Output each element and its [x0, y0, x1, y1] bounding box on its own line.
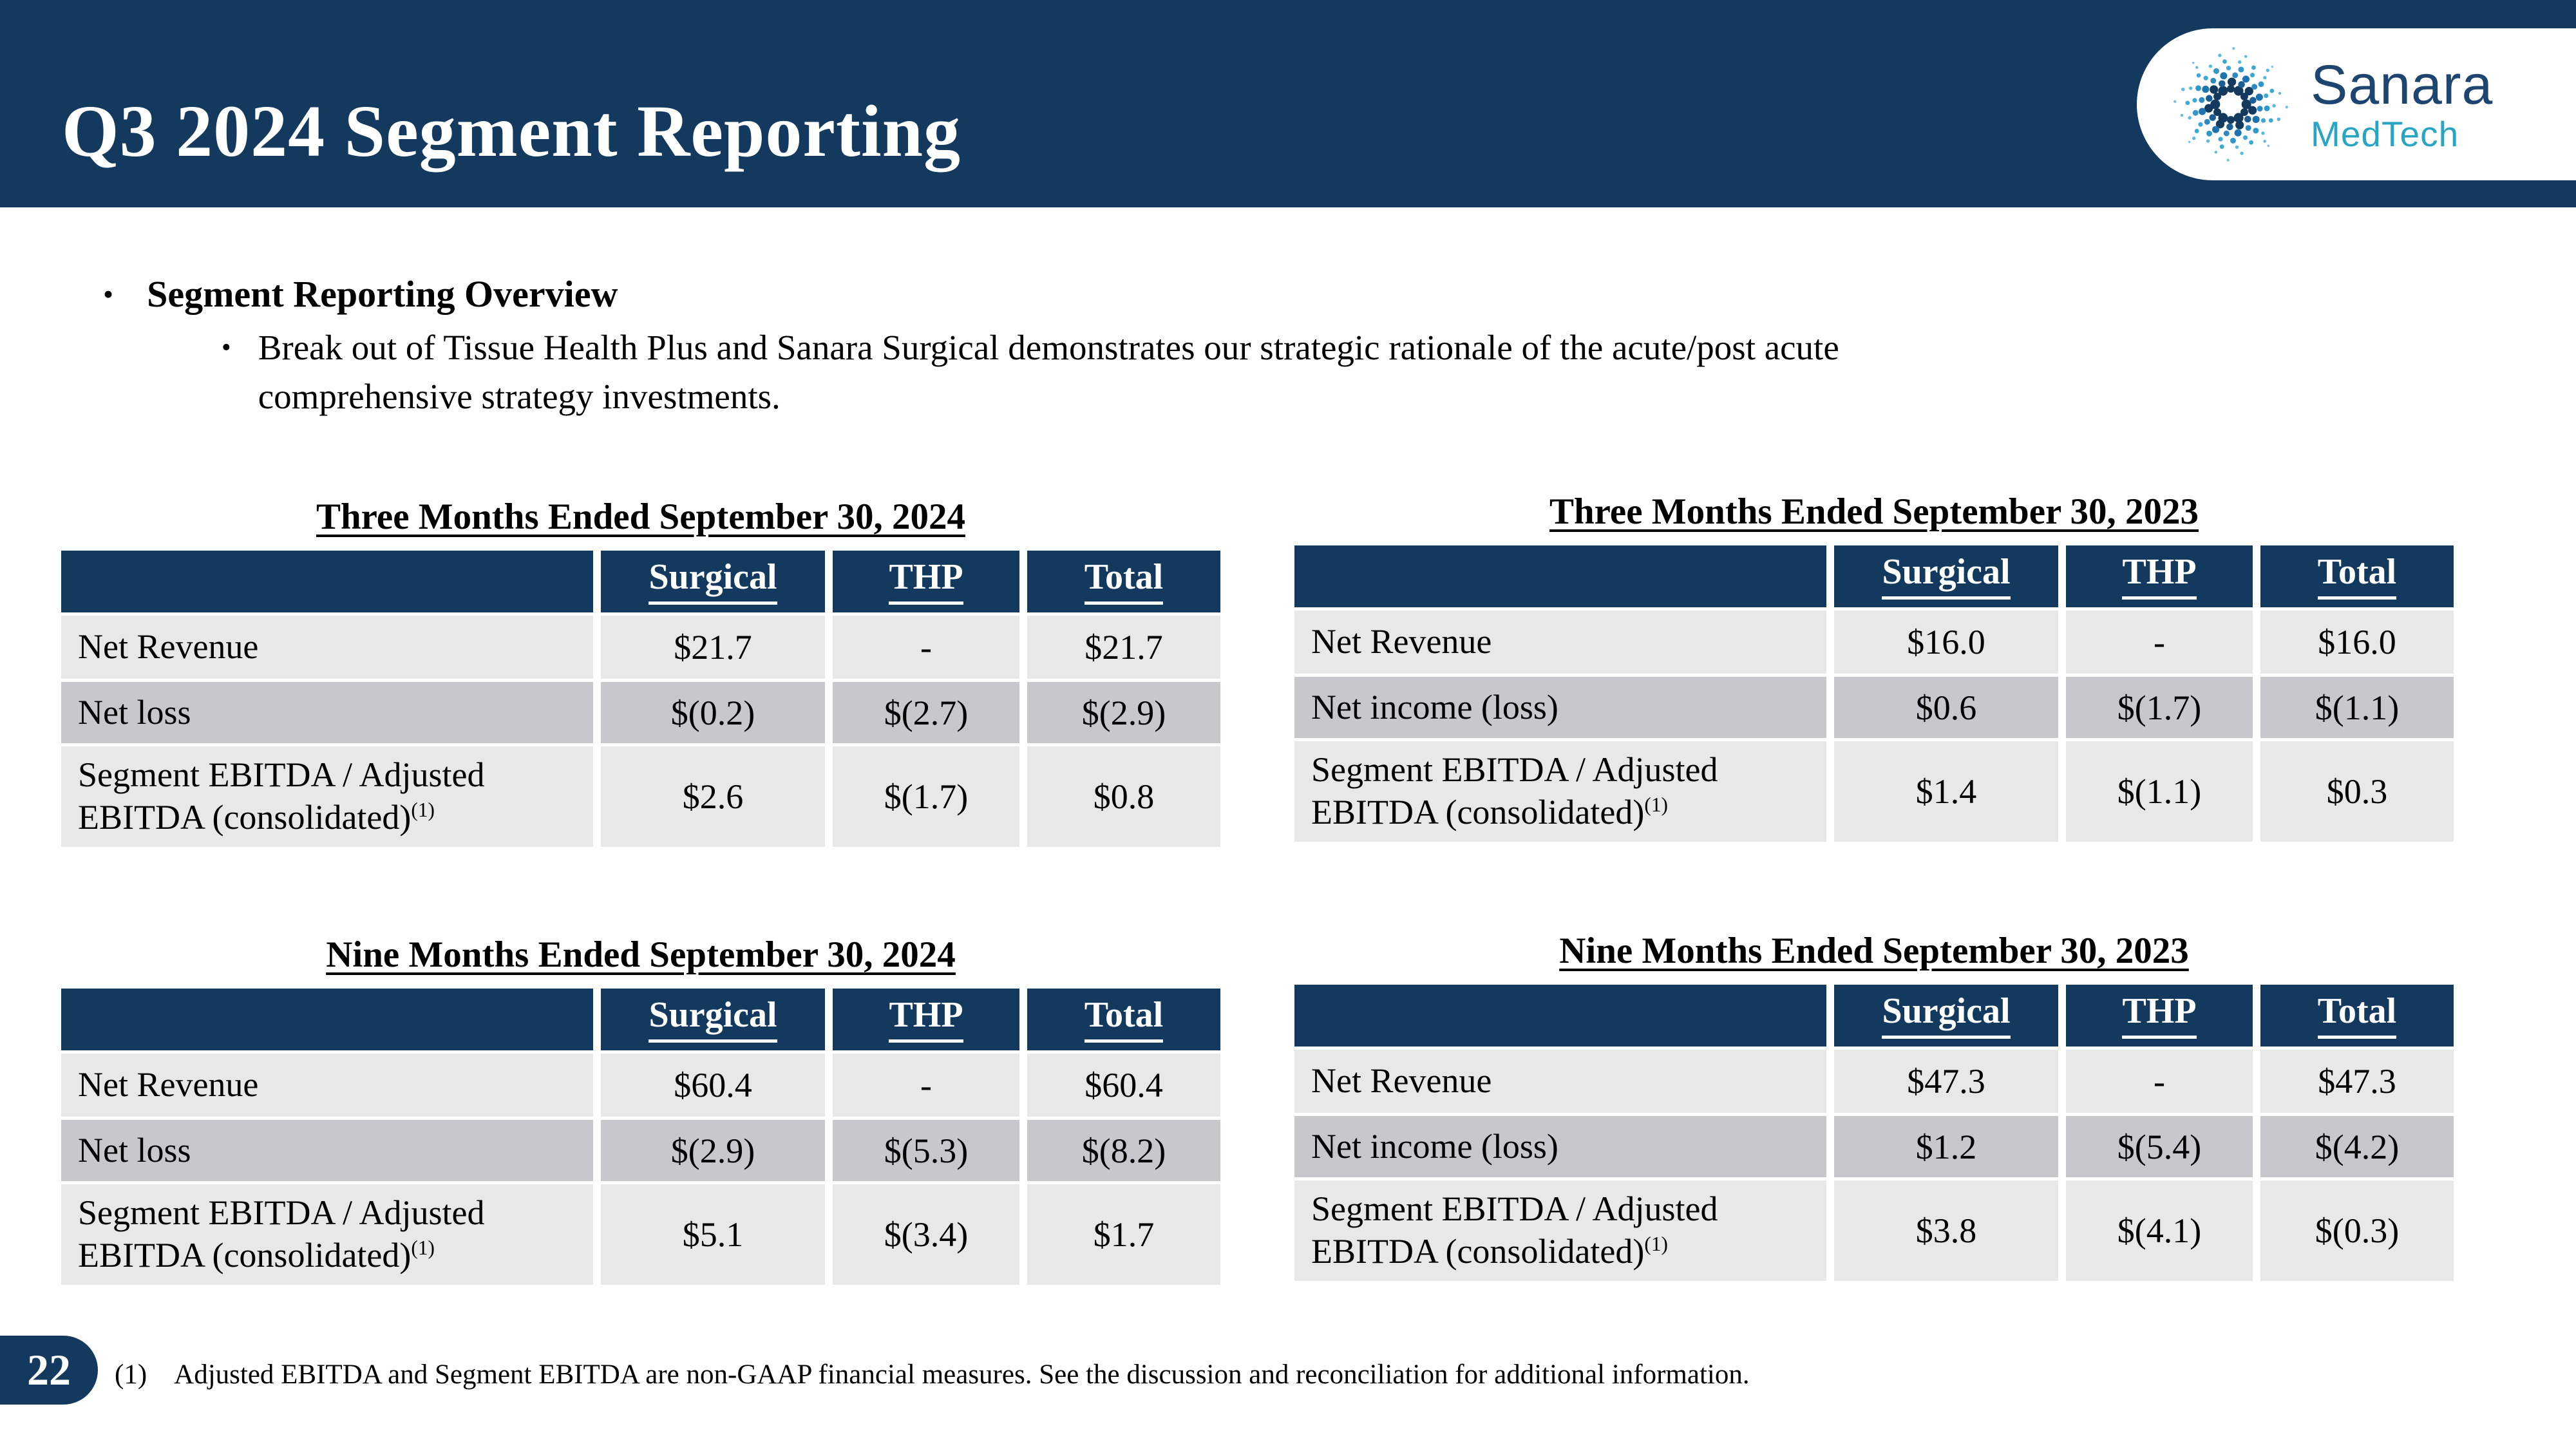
cell-value: $21.7: [601, 616, 825, 679]
row-label: Segment EBITDA / Adjusted EBITDA (consol…: [61, 1184, 593, 1285]
cell-value: $0.6: [1834, 677, 2058, 738]
cell-value: $(1.7): [833, 746, 1019, 847]
row-label: Net Revenue: [1294, 611, 1826, 674]
cell-value: $1.4: [1834, 741, 2058, 842]
cell-value: $(2.9): [1027, 682, 1220, 743]
corner-cell: [61, 551, 593, 612]
footnote-marker: (1): [115, 1359, 147, 1390]
row-label: Segment EBITDA / Adjusted EBITDA (consol…: [1294, 741, 1826, 842]
overview-sub-text: Break out of Tissue Health Plus and Sana…: [258, 323, 1839, 421]
column-header-thp: THP: [833, 989, 1019, 1050]
cell-value: $(4.2): [2260, 1116, 2454, 1177]
cell-value: -: [2066, 611, 2253, 674]
page-title: Q3 2024 Segment Reporting: [62, 90, 961, 172]
cell-value: $0.8: [1027, 746, 1220, 847]
logo-subname: MedTech: [2311, 113, 2459, 154]
cell-value: $3.8: [1834, 1180, 2058, 1281]
column-header-total: Total: [2260, 985, 2454, 1046]
row-label: Net Revenue: [61, 1054, 593, 1117]
cell-value: -: [2066, 1050, 2253, 1113]
bullet-icon: •: [103, 278, 114, 310]
row-label: Net income (loss): [1294, 677, 1826, 738]
cell-value: $(1.1): [2260, 677, 2454, 738]
page-number-badge: 22: [0, 1336, 98, 1405]
corner-cell: [61, 989, 593, 1050]
table-title: Three Months Ended September 30, 2023: [1549, 491, 2199, 532]
overview-sub-line: Break out of Tissue Health Plus and Sana…: [258, 328, 1839, 367]
cell-value: $(4.1): [2066, 1180, 2253, 1281]
row-label: Net Revenue: [1294, 1050, 1826, 1113]
table-grid: Surgical THP Total Net Revenue $16.0 - $…: [1294, 545, 2454, 842]
row-label: Segment EBITDA / Adjusted EBITDA (consol…: [1294, 1180, 1826, 1281]
column-header-surgical: Surgical: [1834, 985, 2058, 1046]
row-label: Net income (loss): [1294, 1116, 1826, 1177]
cell-value: $16.0: [2260, 611, 2454, 674]
overview-sub-bullet: • Break out of Tissue Health Plus and Sa…: [222, 323, 1839, 421]
row-label: Net Revenue: [61, 616, 593, 679]
column-header-thp: THP: [833, 551, 1019, 612]
cell-value: $(2.9): [601, 1120, 825, 1181]
overview-sub-line: comprehensive strategy investments.: [258, 377, 781, 416]
corner-cell: [1294, 545, 1826, 607]
bullet-icon: •: [222, 333, 231, 363]
cell-value: $(8.2): [1027, 1120, 1220, 1181]
cell-value: -: [833, 1054, 1019, 1117]
table-three-months-2023: Three Months Ended September 30, 2023 Su…: [1294, 491, 2454, 842]
logo-text: Sanara MedTech: [2311, 57, 2493, 152]
table-title: Nine Months Ended September 30, 2024: [326, 934, 956, 975]
table-grid: Surgical THP Total Net Revenue $47.3 - $…: [1294, 985, 2454, 1281]
row-label: Net loss: [61, 682, 593, 743]
column-header-surgical: Surgical: [601, 989, 825, 1050]
cell-value: $(5.4): [2066, 1116, 2253, 1177]
company-logo: Sanara MedTech: [2137, 28, 2576, 180]
cell-value: $47.3: [2260, 1050, 2454, 1113]
overview-heading: Segment Reporting Overview: [147, 273, 618, 315]
column-header-total: Total: [1027, 989, 1220, 1050]
footnote: (1) Adjusted EBITDA and Segment EBITDA ar…: [115, 1359, 1750, 1390]
footnote-text: Adjusted EBITDA and Segment EBITDA are n…: [174, 1359, 1750, 1390]
sanara-starburst-icon: [2174, 47, 2288, 162]
table-three-months-2024: Three Months Ended September 30, 2024 Su…: [61, 496, 1220, 847]
overview-bullet: • Segment Reporting Overview: [103, 270, 618, 318]
cell-value: $60.4: [601, 1054, 825, 1117]
cell-value: $21.7: [1027, 616, 1220, 679]
table-grid: Surgical THP Total Net Revenue $60.4 - $…: [61, 989, 1220, 1285]
cell-value: $1.2: [1834, 1116, 2058, 1177]
column-header-total: Total: [1027, 551, 1220, 612]
page-number: 22: [27, 1345, 71, 1394]
cell-value: $60.4: [1027, 1054, 1220, 1117]
corner-cell: [1294, 985, 1826, 1046]
row-label: Net loss: [61, 1120, 593, 1181]
column-header-thp: THP: [2066, 985, 2253, 1046]
table-grid: Surgical THP Total Net Revenue $21.7 - $…: [61, 551, 1220, 847]
cell-value: $(1.7): [2066, 677, 2253, 738]
cell-value: -: [833, 616, 1019, 679]
column-header-surgical: Surgical: [1834, 545, 2058, 607]
table-nine-months-2024: Nine Months Ended September 30, 2024 Sur…: [61, 934, 1220, 1285]
column-header-thp: THP: [2066, 545, 2253, 607]
table-title: Nine Months Ended September 30, 2023: [1559, 931, 2189, 971]
cell-value: $(0.3): [2260, 1180, 2454, 1281]
cell-value: $(0.2): [601, 682, 825, 743]
cell-value: $(5.3): [833, 1120, 1019, 1181]
cell-value: $(1.1): [2066, 741, 2253, 842]
cell-value: $1.7: [1027, 1184, 1220, 1285]
column-header-total: Total: [2260, 545, 2454, 607]
row-label: Segment EBITDA / Adjusted EBITDA (consol…: [61, 746, 593, 847]
logo-name: Sanara: [2311, 53, 2494, 116]
cell-value: $16.0: [1834, 611, 2058, 674]
cell-value: $47.3: [1834, 1050, 2058, 1113]
table-nine-months-2023: Nine Months Ended September 30, 2023 Sur…: [1294, 930, 2454, 1281]
table-title: Three Months Ended September 30, 2024: [316, 497, 966, 537]
cell-value: $0.3: [2260, 741, 2454, 842]
header-band: Q3 2024 Segment Reporting Sanara MedTech: [0, 0, 2576, 207]
cell-value: $(2.7): [833, 682, 1019, 743]
cell-value: $2.6: [601, 746, 825, 847]
cell-value: $(3.4): [833, 1184, 1019, 1285]
column-header-surgical: Surgical: [601, 551, 825, 612]
cell-value: $5.1: [601, 1184, 825, 1285]
